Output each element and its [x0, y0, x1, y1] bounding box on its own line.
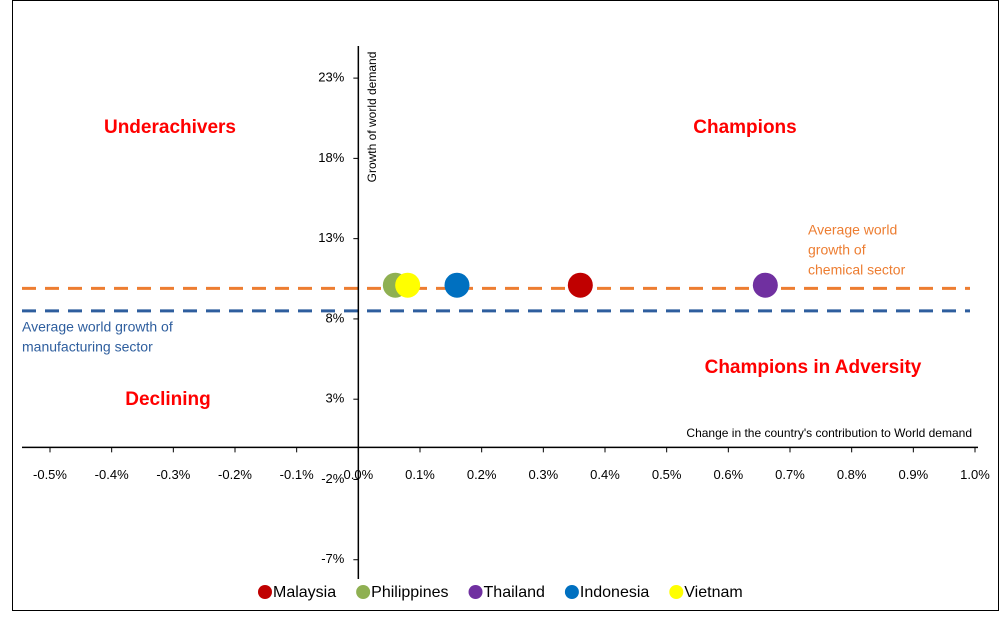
point [395, 272, 421, 298]
x-tick-label: -0.1% [280, 467, 314, 482]
y-tick-label: 3% [326, 391, 345, 406]
legend-label: Thailand [484, 584, 545, 601]
y-axis-label: Growth of world demand [365, 52, 379, 183]
x-tick-label: 0.4% [590, 467, 620, 482]
legend-swatch [669, 585, 684, 599]
reference-label: Average world growth of [22, 319, 173, 335]
legend-swatch [356, 585, 371, 599]
y-tick-label: 18% [318, 150, 344, 165]
point [752, 272, 778, 298]
x-tick-label: 0.6% [714, 467, 744, 482]
x-tick-label: 1.0% [960, 467, 990, 482]
x-tick-label: 0.0% [344, 467, 374, 482]
reference-label: Average world [808, 222, 897, 238]
y-tick-label: 23% [318, 70, 344, 85]
reference-label: growth of [808, 242, 866, 258]
x-tick-label: 0.5% [652, 467, 682, 482]
legend-swatch [564, 585, 579, 599]
x-tick-label: 0.9% [899, 467, 929, 482]
quadrant-label: Champions in Adversity [705, 357, 922, 378]
x-tick-label: -0.2% [218, 467, 252, 482]
x-tick-label: 0.3% [529, 467, 559, 482]
y-tick-label: 13% [318, 230, 344, 245]
point [567, 272, 593, 298]
quadrant-label: Declining [125, 389, 211, 410]
frame [12, 0, 999, 611]
x-tick-label: 0.1% [405, 467, 435, 482]
x-tick-label: -0.5% [33, 467, 67, 482]
y-tick-label: -2% [321, 471, 345, 486]
x-tick-label: 0.8% [837, 467, 867, 482]
legend-label: Vietnam [684, 584, 742, 601]
legend-label: Malaysia [273, 584, 336, 601]
reference-label: manufacturing sector [22, 339, 153, 355]
y-tick-label: -7% [321, 551, 345, 566]
legend-swatch [258, 585, 272, 599]
legend-swatch [468, 585, 483, 599]
reference-label: chemical sector [808, 262, 906, 278]
point [444, 272, 470, 298]
x-tick-label: -0.3% [156, 467, 190, 482]
quadrant-label: Underachivers [104, 117, 236, 138]
x-tick-label: 0.2% [467, 467, 497, 482]
quadrant-label: Champions [693, 117, 796, 138]
x-tick-label: -0.4% [95, 467, 129, 482]
legend-label: Philippines [371, 584, 448, 601]
y-tick-label: 8% [326, 310, 345, 325]
legend-label: Indonesia [580, 584, 649, 601]
x-tick-label: 0.7% [775, 467, 805, 482]
x-axis-label: Change in the country's contribution to … [686, 426, 972, 440]
